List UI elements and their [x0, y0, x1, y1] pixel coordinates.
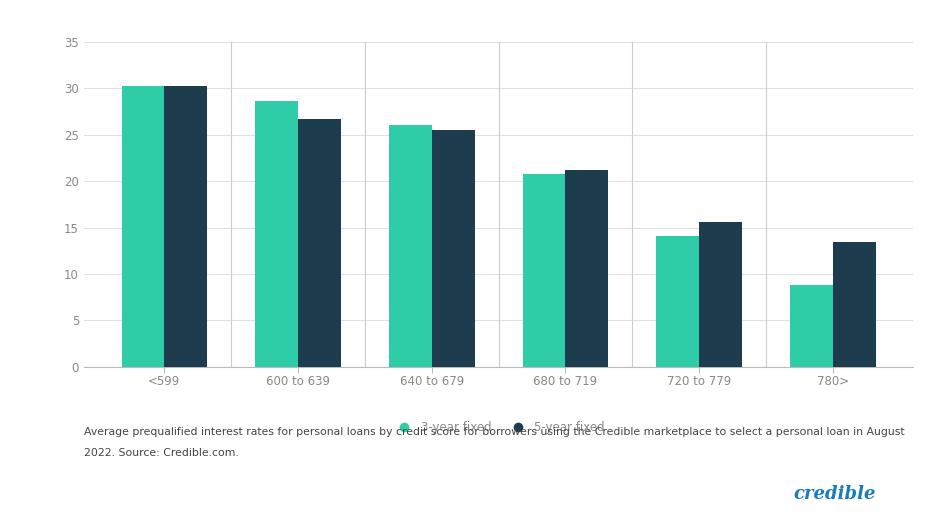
Text: credible: credible: [793, 485, 876, 503]
Bar: [121, 85, 164, 367]
Bar: [389, 125, 432, 367]
Bar: [298, 119, 341, 367]
Text: 2022. Source: Credible.com.: 2022. Source: Credible.com.: [84, 448, 239, 458]
Bar: [699, 222, 742, 367]
Bar: [164, 86, 207, 367]
Bar: [833, 243, 876, 367]
Bar: [432, 130, 474, 367]
Bar: [790, 285, 833, 367]
Bar: [255, 101, 298, 367]
Text: Average prequalified interest rates for personal loans by credit score for borro: Average prequalified interest rates for …: [84, 427, 904, 437]
Legend: 3-year fixed, 5-year fixed: 3-year fixed, 5-year fixed: [387, 415, 610, 440]
Bar: [656, 236, 699, 367]
Bar: [523, 174, 566, 367]
Bar: [566, 170, 609, 367]
